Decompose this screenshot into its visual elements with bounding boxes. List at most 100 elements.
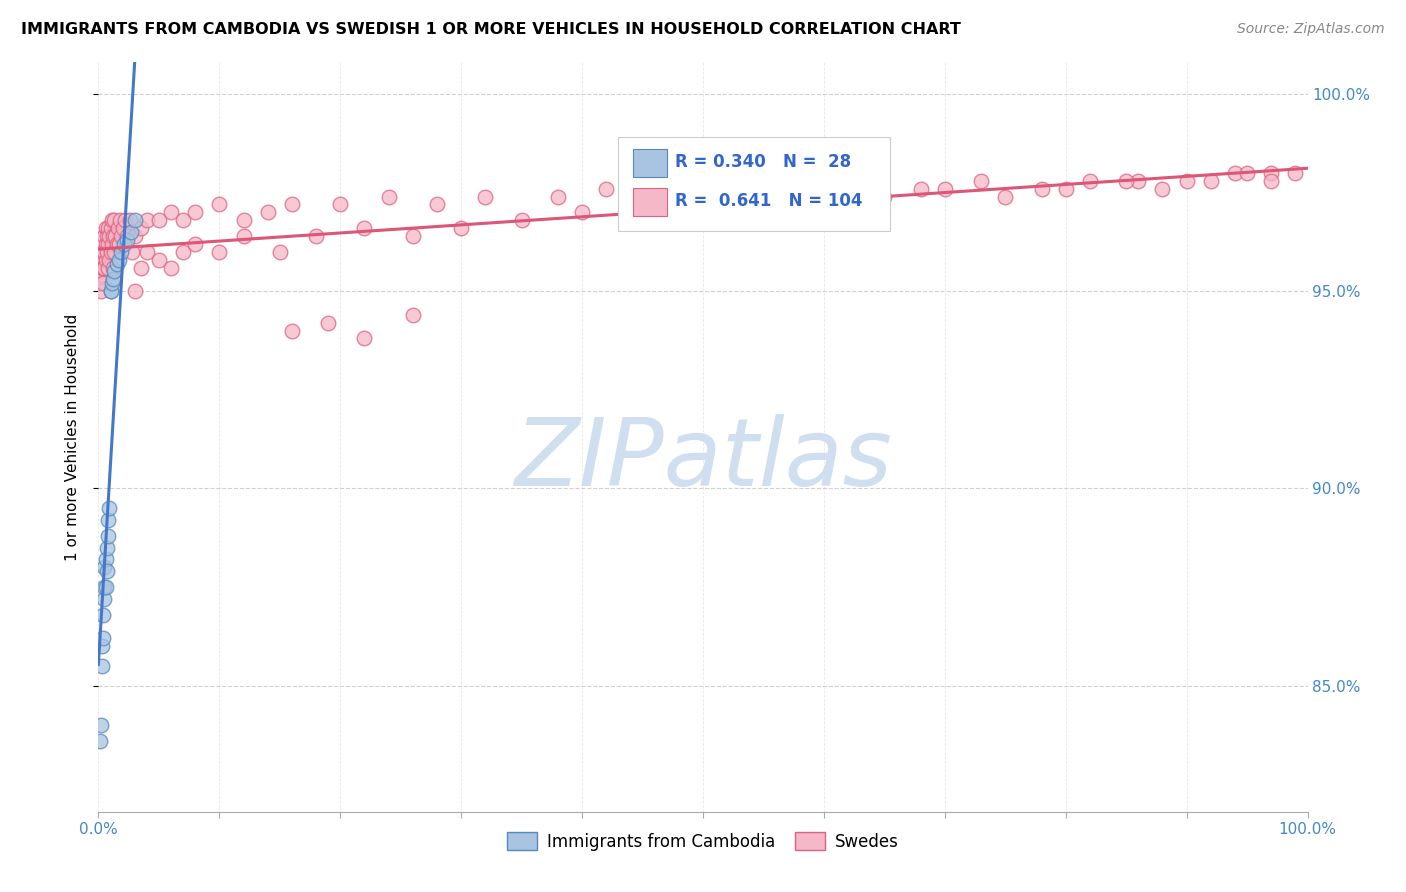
Point (849, 174, 872, 188)
Point (1128, 174, 1150, 188)
Point (94, 236, 117, 251)
Point (129, 221, 152, 235)
Point (148, 252, 170, 267)
Point (94, 252, 117, 267)
Point (90, 284, 112, 298)
Point (97, 513, 120, 527)
Point (1152, 181, 1174, 195)
FancyBboxPatch shape (633, 149, 666, 178)
Point (100, 236, 122, 251)
Point (100, 284, 122, 298)
Point (94, 221, 117, 235)
Point (1031, 181, 1053, 195)
Legend: Immigrants from Cambodia, Swedes: Immigrants from Cambodia, Swedes (501, 825, 905, 857)
Point (94, 580, 117, 594)
Point (91, 252, 114, 267)
Point (124, 229, 146, 244)
Point (450, 221, 472, 235)
Point (813, 189, 835, 203)
Point (232, 213, 254, 227)
Point (97, 221, 120, 235)
Point (547, 189, 569, 203)
Point (117, 233, 139, 247)
Point (101, 229, 124, 244)
Point (91, 244, 114, 259)
Point (402, 229, 425, 244)
Point (112, 236, 135, 251)
Point (970, 174, 993, 188)
Point (103, 213, 125, 227)
Point (98, 501, 121, 516)
Point (281, 197, 304, 211)
Point (108, 213, 131, 227)
FancyBboxPatch shape (619, 137, 890, 231)
Point (208, 244, 231, 259)
Point (100, 277, 122, 291)
Point (96, 564, 118, 578)
Point (91, 268, 114, 283)
Point (329, 197, 352, 211)
Text: R =  0.641   N = 104: R = 0.641 N = 104 (675, 192, 863, 210)
Point (89, 264, 111, 278)
Point (104, 229, 127, 244)
Text: IMMIGRANTS FROM CAMBODIA VS SWEDISH 1 OR MORE VEHICLES IN HOUSEHOLD CORRELATION : IMMIGRANTS FROM CAMBODIA VS SWEDISH 1 OR… (21, 22, 960, 37)
Point (91, 607, 114, 622)
Point (426, 197, 449, 211)
Point (118, 213, 141, 227)
Point (184, 236, 207, 251)
Point (994, 189, 1017, 203)
Point (105, 256, 128, 270)
Y-axis label: 1 or more Vehicles in Household: 1 or more Vehicles in Household (65, 313, 80, 561)
Text: R = 0.340   N =  28: R = 0.340 N = 28 (675, 153, 851, 171)
Point (93, 560, 115, 574)
Point (98, 229, 121, 244)
Point (692, 197, 714, 211)
Text: Source: ZipAtlas.com: Source: ZipAtlas.com (1237, 22, 1385, 37)
Point (208, 197, 231, 211)
Point (281, 324, 304, 338)
Point (631, 205, 654, 219)
Point (100, 213, 122, 227)
Point (129, 260, 152, 275)
Point (108, 236, 131, 251)
Point (100, 221, 122, 235)
Point (90, 718, 112, 732)
Point (89, 277, 111, 291)
Point (105, 236, 128, 251)
Point (474, 189, 496, 203)
Point (1175, 174, 1198, 188)
Point (100, 284, 122, 298)
Point (93, 591, 115, 606)
Point (121, 244, 143, 259)
Point (668, 181, 690, 195)
Point (98, 252, 121, 267)
Point (91, 277, 114, 291)
Point (256, 205, 278, 219)
Point (402, 308, 425, 322)
Point (728, 181, 751, 195)
Point (110, 229, 132, 244)
Point (93, 260, 115, 275)
Point (89, 733, 111, 747)
Point (97, 236, 120, 251)
Point (110, 244, 132, 259)
Point (108, 252, 131, 267)
Point (111, 221, 134, 235)
Point (184, 205, 207, 219)
Point (91, 639, 114, 653)
Point (94, 552, 117, 566)
Point (1223, 166, 1246, 180)
Point (160, 205, 183, 219)
Point (135, 244, 157, 259)
Point (97, 529, 120, 543)
Point (101, 260, 124, 275)
Point (172, 244, 194, 259)
Point (103, 244, 125, 259)
Point (910, 181, 932, 195)
Point (934, 181, 956, 195)
Point (91, 260, 114, 275)
Point (353, 331, 375, 345)
Point (93, 580, 115, 594)
Point (100, 244, 122, 259)
Text: ZIPatlas: ZIPatlas (515, 414, 891, 505)
